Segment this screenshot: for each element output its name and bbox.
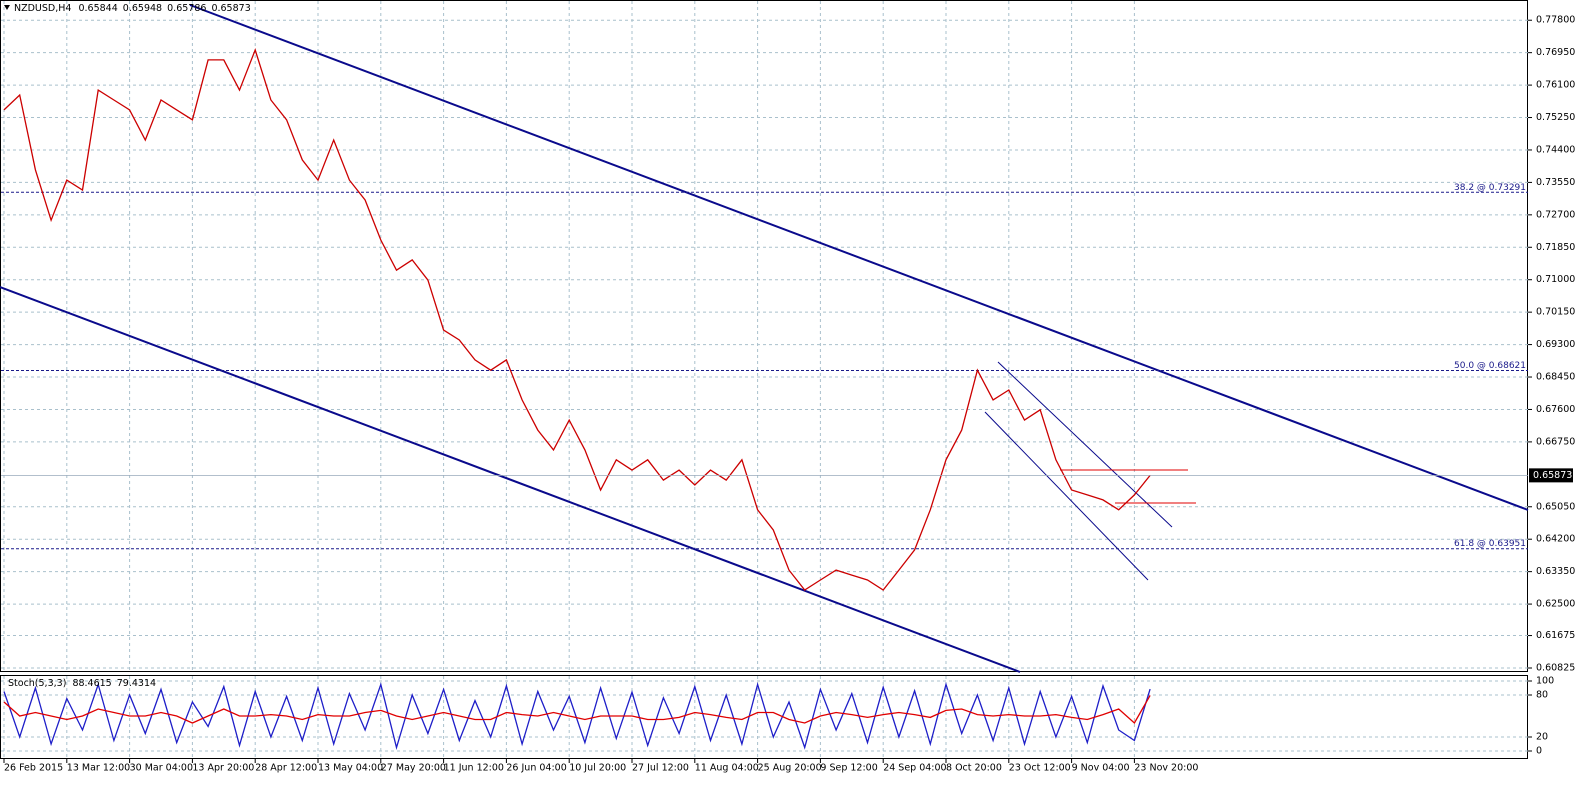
x-tick-label: 13 May 04:00: [318, 763, 383, 774]
y-tick-label: 0.75250: [1536, 112, 1575, 123]
y-tick-label: 0.71000: [1536, 274, 1575, 285]
current-price-label: 0.65873: [1533, 470, 1572, 481]
y-tick-label: 0.74400: [1536, 144, 1575, 155]
x-tick-label: 13 Apr 20:00: [192, 763, 254, 774]
x-tick-label: 10 Jul 20:00: [569, 763, 626, 774]
price-line: [3, 48, 1151, 591]
stoch-header: Stoch(5,3,3) 88.4615 79.4314: [8, 678, 156, 689]
y-tick-label: 0.76950: [1536, 47, 1575, 58]
y-tick-label: 0: [1536, 746, 1542, 757]
y-tick-label: 20: [1536, 732, 1548, 743]
x-tick-label: 27 Jul 12:00: [632, 763, 689, 774]
x-tick-label: 27 May 20:00: [381, 763, 446, 774]
y-tick-label: 0.76100: [1536, 80, 1575, 91]
y-tick-label: 0.64200: [1536, 534, 1575, 545]
stoch-line: [3, 695, 1151, 725]
current-price-box: [1529, 468, 1573, 483]
y-tick-label: 0.73550: [1536, 177, 1575, 188]
small-channel-lower: [984, 411, 1149, 581]
x-tick-label: 11 Aug 04:00: [695, 763, 759, 774]
y-tick-label: 0.63350: [1536, 566, 1575, 577]
x-tick-label: 26 Jun 04:00: [506, 763, 566, 774]
y-tick-label: 0.71850: [1536, 242, 1575, 253]
fib-label: 50.0 @ 0.68621: [1454, 361, 1526, 371]
trend-lines: [0, 4, 1529, 673]
x-tick-label: 8 Oct 20:00: [946, 763, 1002, 774]
x-tick-label: 25 Aug 20:00: [758, 763, 822, 774]
y-tick-label: 0.61675: [1536, 630, 1575, 641]
channel-upper: [189, 4, 1529, 511]
header-arrow: [4, 5, 10, 10]
stoch-signal: 79.4314: [117, 678, 156, 689]
y-tick-label: 0.66750: [1536, 436, 1575, 447]
header: NZDUSD,H4 0.65844 0.65948 0.65786 0.6587…: [14, 3, 251, 14]
y-tick-label: 0.68450: [1536, 372, 1575, 383]
fib-label: 61.8 @ 0.63951: [1454, 539, 1526, 549]
open: 0.65844: [78, 3, 117, 14]
y-tick-label: 0.77800: [1536, 15, 1575, 26]
close: 0.65873: [211, 3, 250, 14]
y-tick-label: 80: [1536, 690, 1548, 701]
x-tick-label: 26 Feb 2015: [4, 763, 63, 774]
stoch-panel: [0, 675, 1528, 759]
stoch-line: [3, 682, 1151, 750]
x-tick-label: 28 Apr 12:00: [255, 763, 317, 774]
high: 0.65948: [123, 3, 162, 14]
x-tick-label: 9 Sep 12:00: [820, 763, 877, 774]
fib-label: 38.2 @ 0.73291: [1454, 183, 1526, 193]
y-tick-label: 0.60825: [1536, 662, 1575, 673]
y-tick-label: 0.72700: [1536, 209, 1575, 220]
price-panel: [0, 0, 1528, 672]
stoch-title: Stoch(5,3,3): [8, 678, 66, 689]
plot: 38.2 @ 0.73291 50.0 @ 0.68621 61.8 @ 0.639…: [1, 48, 1528, 750]
x-tick-label: 9 Nov 04:00: [1072, 763, 1130, 774]
y-tick-label: 0.65050: [1536, 501, 1575, 512]
y-tick-label: 0.67600: [1536, 404, 1575, 415]
x-tick-label: 23 Nov 20:00: [1134, 763, 1198, 774]
low: 0.65786: [167, 3, 206, 14]
x-tick-label: 30 Mar 04:00: [130, 763, 193, 774]
x-tick-label: 13 Mar 12:00: [67, 763, 130, 774]
grid: [1, 1, 1528, 758]
small-channel-upper: [997, 361, 1173, 528]
y-tick-label: 0.69300: [1536, 339, 1575, 350]
x-tick-label: 23 Oct 12:00: [1009, 763, 1071, 774]
y-tick-label: 0.62500: [1536, 599, 1575, 610]
x-tick-label: 11 Jun 12:00: [444, 763, 504, 774]
x-tick-label: 24 Sep 04:00: [883, 763, 946, 774]
stoch-main: 88.4615: [72, 678, 111, 689]
channel-lower: [0, 286, 1021, 673]
y-tick-label: 0.70150: [1536, 307, 1575, 318]
y-tick-label: 100: [1536, 676, 1554, 687]
symbol: NZDUSD,H4: [14, 3, 71, 14]
